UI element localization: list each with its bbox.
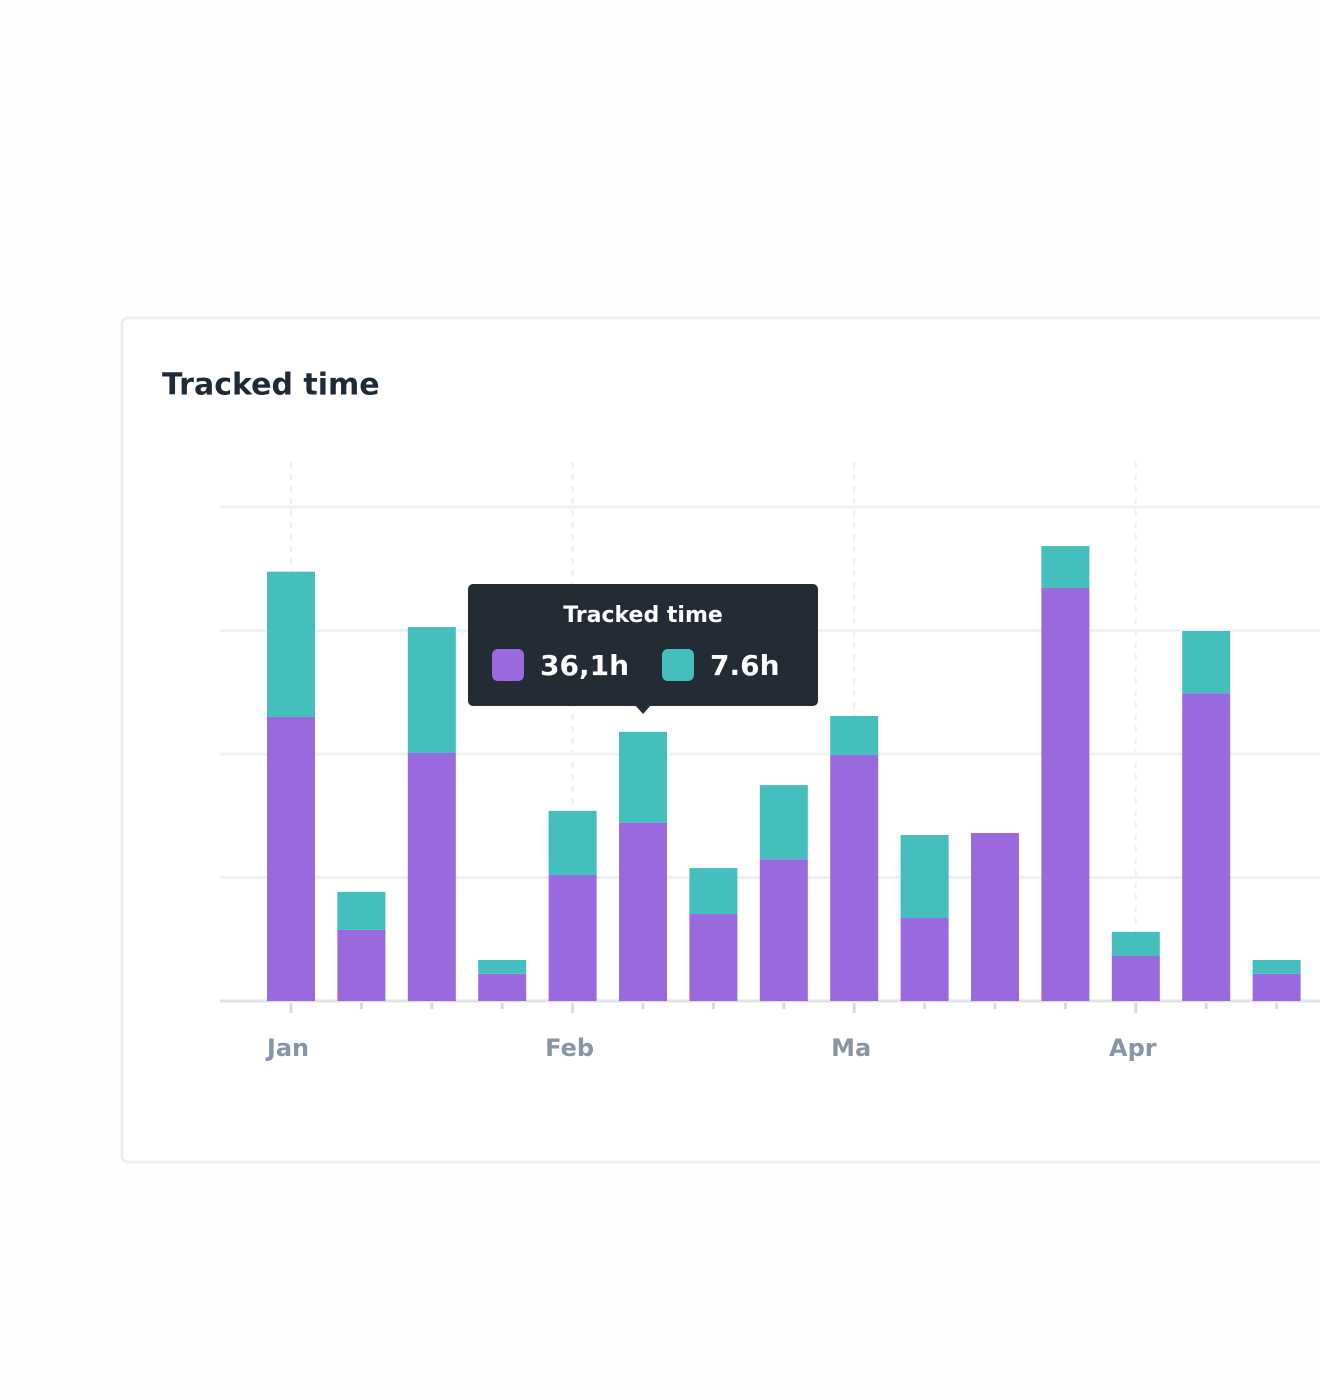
x-tick-label: Feb [545,1034,594,1062]
tooltip-title: Tracked time [563,603,723,628]
tooltip-swatch [662,649,694,681]
bar-segment [1252,959,1301,974]
bar-segment [619,731,667,823]
tooltip-box [468,584,818,706]
bar-segment [689,868,738,915]
bar-segment [1041,588,1090,1001]
bar-segment [830,715,879,755]
chart-title: Tracked time [162,368,380,403]
bar-segment [689,914,738,1001]
bar-segment [971,833,1019,1001]
bar-segment [407,627,456,754]
tooltip-value: 36,1h [540,649,629,682]
bar-segment [478,959,527,974]
tooltip-swatch [492,649,524,681]
tooltip-arrow [635,705,651,714]
x-tick-label: Jan [265,1034,309,1062]
bar-segment [900,835,949,919]
x-tick-label: Apr [1109,1034,1157,1062]
bar-segment [267,716,315,1001]
bar-segment [759,785,808,860]
tooltip: Tracked time 36,1h 7.6h [468,584,818,714]
bar-segment [1182,630,1231,694]
x-tick-label: Ma [831,1034,871,1062]
bar-segment [1252,973,1301,1001]
bar-segment [267,571,315,717]
bar-segment [830,754,879,1001]
bar-segment [337,891,386,930]
bar-segment [337,929,386,1001]
bar-segment [548,810,597,876]
bar-segment [548,875,597,1001]
bar-segment [759,859,808,1001]
tooltip-value: 7.6h [710,649,780,682]
bar-segment [619,822,667,1001]
bar-segment [478,973,527,1001]
bar-segment [1182,693,1231,1001]
bar-segment [1111,956,1160,1001]
bar-segment [1041,546,1090,589]
bar-segment [407,753,456,1001]
bar-segment [1111,931,1160,957]
bar-segment [900,918,949,1001]
